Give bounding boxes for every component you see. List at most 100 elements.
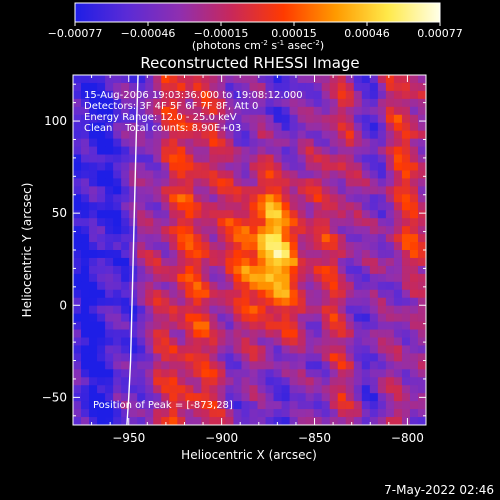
heatmap-cell xyxy=(217,178,227,187)
heatmap-cell xyxy=(97,210,106,219)
heatmap-cell xyxy=(145,321,154,331)
heatmap-cell xyxy=(409,361,419,370)
heatmap-cell xyxy=(369,257,379,267)
heatmap-cell xyxy=(369,393,379,402)
heatmap-cell xyxy=(217,289,227,299)
heatmap-cell xyxy=(377,154,387,164)
heatmap-cell xyxy=(225,114,235,124)
heatmap-cell xyxy=(321,417,331,425)
heatmap-cell xyxy=(209,194,219,203)
heatmap-cell xyxy=(145,82,154,92)
heatmap-cell xyxy=(353,281,363,291)
heatmap-cell xyxy=(409,98,419,108)
heatmap-cell xyxy=(361,321,371,331)
heatmap-cell xyxy=(417,250,426,259)
heatmap-cell xyxy=(401,257,411,267)
heatmap-cell xyxy=(81,257,90,267)
heatmap-cell xyxy=(233,385,243,394)
heatmap-cell xyxy=(297,305,307,315)
heatmap-cell xyxy=(257,218,267,227)
heatmap-cell xyxy=(377,98,387,108)
heatmap-cell xyxy=(241,337,251,347)
heatmap-cell xyxy=(385,321,395,331)
heatmap-cell xyxy=(257,226,267,235)
heatmap-cell xyxy=(161,114,170,124)
heatmap-cell xyxy=(121,114,130,124)
heatmap-cell xyxy=(305,289,315,299)
heatmap-cell xyxy=(105,281,114,291)
heatmap-cell xyxy=(265,130,275,140)
heatmap-cell xyxy=(257,234,267,243)
heatmap-cell xyxy=(329,90,339,100)
heatmap-cell xyxy=(281,178,291,187)
heatmap-cell xyxy=(377,162,387,172)
heatmap-cell xyxy=(121,257,130,267)
heatmap-cell xyxy=(297,122,307,132)
heatmap-cell xyxy=(113,250,122,259)
heatmap-cell xyxy=(393,138,403,148)
heatmap-cell xyxy=(113,98,122,108)
heatmap-cell xyxy=(121,242,130,251)
heatmap-cell xyxy=(377,401,387,410)
heatmap-cell xyxy=(273,242,283,251)
heatmap-cell xyxy=(337,162,347,172)
heatmap-cell xyxy=(289,337,299,347)
heatmap-cell xyxy=(417,242,426,251)
heatmap-cell xyxy=(209,242,219,251)
heatmap-cell xyxy=(73,202,82,211)
heatmap-cell xyxy=(361,417,371,425)
heatmap-cell xyxy=(233,377,243,386)
heatmap-cell xyxy=(161,138,170,148)
heatmap-cell xyxy=(201,218,210,227)
heatmap-cell xyxy=(225,90,235,100)
heatmap-cell xyxy=(265,178,275,187)
heatmap-cell xyxy=(337,417,347,425)
heatmap-cell xyxy=(73,305,82,315)
heatmap-cell xyxy=(321,130,331,140)
heatmap-cell xyxy=(345,329,355,339)
heatmap-cell xyxy=(121,401,130,410)
heatmap-cell xyxy=(313,329,323,339)
heatmap-cell xyxy=(113,401,122,410)
heatmap-cell xyxy=(353,385,363,394)
heatmap-cell xyxy=(337,178,347,187)
heatmap-cell xyxy=(225,297,235,307)
heatmap-cell xyxy=(129,138,138,148)
heatmap-cell xyxy=(169,130,178,140)
heatmap-cell xyxy=(129,75,138,84)
heatmap-cell xyxy=(225,377,235,386)
heatmap-cell xyxy=(145,218,154,227)
heatmap-cell xyxy=(153,162,162,172)
heatmap-cell xyxy=(97,273,106,283)
heatmap-cell xyxy=(241,393,251,402)
heatmap-cell xyxy=(401,377,411,386)
heatmap-cell xyxy=(305,337,315,347)
heatmap-cell xyxy=(345,337,355,347)
heatmap-cell xyxy=(313,90,323,100)
heatmap-cell xyxy=(129,417,138,425)
heatmap-cell xyxy=(137,361,146,370)
heatmap-cell xyxy=(361,146,371,156)
heatmap-cell xyxy=(361,361,371,370)
heatmap-cell xyxy=(377,186,387,195)
heatmap-cell xyxy=(281,250,291,259)
heatmap-cell xyxy=(193,353,202,362)
heatmap-cell xyxy=(369,234,379,243)
heatmap-cell xyxy=(233,218,243,227)
heatmap-cell xyxy=(377,218,387,227)
heatmap-cell xyxy=(137,146,146,156)
heatmap-cell xyxy=(73,82,82,92)
heatmap-cell xyxy=(393,417,403,425)
heatmap-cell xyxy=(337,409,347,418)
heatmap-cell xyxy=(185,130,194,140)
heatmap-cell xyxy=(393,353,403,362)
heatmap-cell xyxy=(225,393,235,402)
heatmap-cell xyxy=(417,114,426,124)
heatmap-cell xyxy=(81,297,90,307)
heatmap-cell xyxy=(145,242,154,251)
heatmap-cell xyxy=(137,210,146,219)
heatmap-cell xyxy=(217,202,227,211)
heatmap-cell xyxy=(185,178,194,187)
heatmap-cell xyxy=(185,162,194,172)
heatmap-cell xyxy=(369,114,379,124)
